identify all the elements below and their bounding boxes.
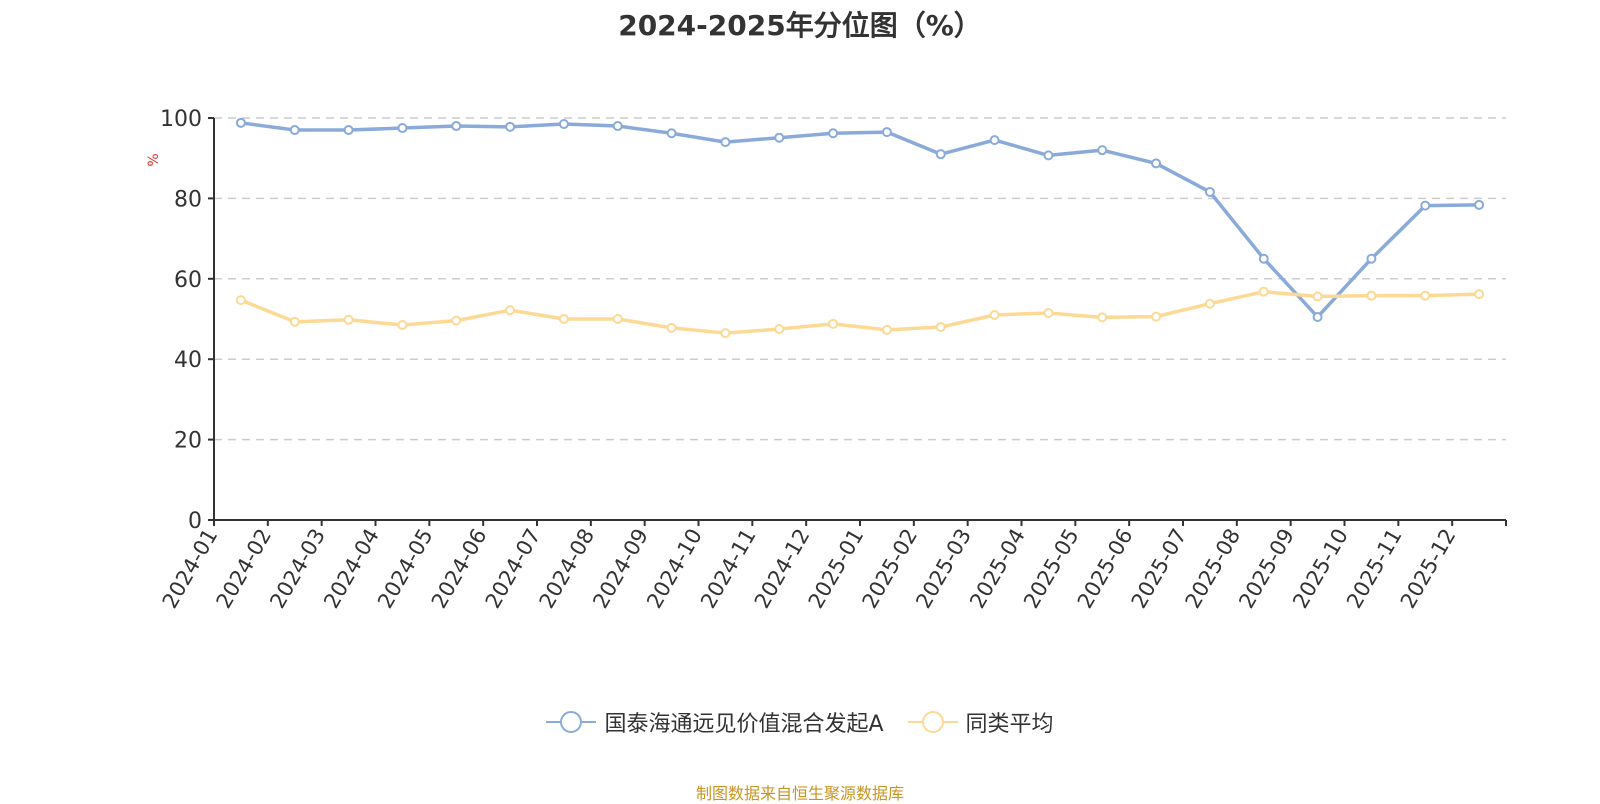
data-point[interactable]	[612, 314, 623, 324]
data-point[interactable]	[935, 322, 946, 333]
data-point[interactable]	[774, 132, 785, 143]
data-point[interactable]	[1043, 150, 1054, 161]
data-point[interactable]	[1312, 311, 1323, 322]
data-point[interactable]	[828, 128, 839, 139]
data-point[interactable]	[1474, 199, 1485, 210]
data-point[interactable]	[774, 324, 785, 335]
data-point[interactable]	[1258, 286, 1269, 297]
data-point[interactable]	[612, 121, 623, 132]
data-point[interactable]	[1312, 291, 1323, 302]
legend-label: 国泰海通远见价值混合发起A	[604, 712, 884, 737]
y-tick-label: 60	[174, 268, 202, 293]
data-point[interactable]	[505, 305, 516, 316]
data-point[interactable]	[235, 117, 246, 128]
y-axis: 0 20 40 60 80 100	[160, 107, 215, 534]
data-point[interactable]	[1420, 290, 1431, 301]
legend-item-peer-average[interactable]: 同类平均	[907, 706, 1054, 738]
data-point[interactable]	[1420, 200, 1431, 211]
data-point[interactable]	[289, 125, 300, 136]
data-point[interactable]	[343, 125, 354, 136]
data-point[interactable]	[1474, 289, 1485, 300]
legend: 国泰海通远见价值混合发起A 同类平均	[0, 706, 1600, 738]
data-point[interactable]	[558, 314, 569, 324]
series-lines	[235, 117, 1485, 339]
data-point[interactable]	[397, 123, 408, 134]
data-point[interactable]	[1258, 253, 1269, 264]
data-point[interactable]	[1151, 158, 1162, 169]
x-axis: 2024-012024-022024-032024-042024-052024-…	[158, 519, 1507, 612]
y-tick-label: 40	[174, 348, 202, 373]
data-point[interactable]	[235, 295, 246, 306]
data-point[interactable]	[1043, 307, 1054, 318]
series-line	[240, 289, 1480, 335]
data-point[interactable]	[343, 314, 354, 325]
data-point[interactable]	[397, 320, 408, 331]
data-point[interactable]	[881, 324, 892, 335]
data-point[interactable]	[828, 318, 839, 329]
data-point[interactable]	[1204, 298, 1215, 309]
y-tick-label: 0	[188, 509, 202, 534]
data-point[interactable]	[935, 149, 946, 160]
data-point[interactable]	[720, 328, 731, 339]
data-point[interactable]	[1097, 312, 1108, 323]
y-axis-unit-label: %	[146, 153, 162, 166]
data-source-footer: 制图数据来自恒生聚源数据库	[695, 784, 904, 803]
data-point[interactable]	[1097, 145, 1108, 156]
data-point[interactable]	[558, 119, 569, 130]
data-point[interactable]	[1366, 253, 1377, 264]
data-point[interactable]	[720, 137, 731, 148]
y-tick-label: 20	[174, 429, 202, 454]
data-point[interactable]	[289, 316, 300, 327]
data-point[interactable]	[989, 309, 1000, 320]
data-point[interactable]	[451, 315, 462, 326]
data-point[interactable]	[1151, 311, 1162, 322]
chart-title: 2024-2025年分位图（%）	[618, 9, 982, 42]
series-line	[240, 121, 1480, 319]
data-point[interactable]	[881, 127, 892, 138]
y-tick-label: 100	[160, 107, 202, 132]
legend-label: 同类平均	[965, 712, 1054, 737]
y-tick-label: 80	[174, 187, 202, 212]
legend-line-circle-icon	[546, 711, 597, 733]
data-point[interactable]	[451, 121, 462, 132]
grid-lines	[214, 117, 1506, 441]
line-chart: 0 20 40 60 80 100 2024-012024-022024-032024-0…	[146, 107, 1507, 612]
data-point[interactable]	[666, 128, 677, 139]
data-point[interactable]	[666, 322, 677, 333]
data-point[interactable]	[989, 135, 1000, 146]
data-point[interactable]	[505, 121, 516, 132]
data-point[interactable]	[1366, 290, 1377, 301]
data-point[interactable]	[1204, 186, 1215, 197]
legend-item-fund[interactable]: 国泰海通远见价值混合发起A	[546, 706, 884, 738]
legend-line-circle-icon	[907, 711, 958, 733]
